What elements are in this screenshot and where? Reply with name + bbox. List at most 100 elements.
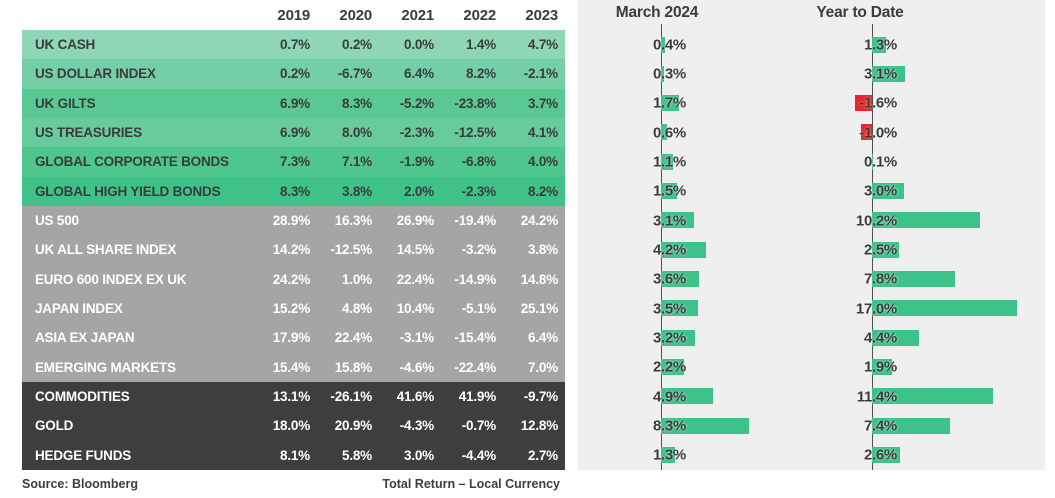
bar-value-label: 0.3% [652,65,686,83]
source-note: Source: Bloomberg [22,477,138,491]
asset-class-label: EMERGING MARKETS [35,359,176,375]
table-cell: 26.9% [396,213,434,229]
table-cell: -6.8% [461,154,496,170]
bar-positive [872,212,981,229]
chart-row: 1.7% -1.6% [578,89,1045,118]
table-cell: 15.2% [272,301,310,317]
bar-value-label: 7.4% [863,417,897,435]
table-cell: -2.3% [399,125,434,141]
asset-class-label: UK CASH [35,37,96,53]
table-cell: -3.2% [461,242,496,258]
bar-negative [861,124,872,141]
table-cell: 0.0% [404,37,434,53]
bar-positive [661,183,677,200]
bar-value-label: 2.2% [652,358,686,376]
year-header-2021: 2021 [401,6,434,24]
table-cell: 6.9% [280,125,310,141]
table-row: GOLD 18.0% 20.9% -4.3% -0.7% 12.8% [22,411,565,441]
table-rows: UK CASH 0.7% 0.2% 0.0% 1.4% 4.7% US DOLLAR IND… [22,30,565,470]
bar-positive [872,183,904,200]
table-row: EMERGING MARKETS 15.4% 15.8% -4.6% -22.4% 7.0… [22,352,565,382]
table-cell: 41.9% [458,389,496,405]
table-cell: 3.8% [528,242,558,258]
bar-value-label: 1.1% [652,153,686,171]
bar-positive [872,153,874,170]
table-cell: 3.8% [342,183,372,199]
table-row: EURO 600 INDEX EX UK 24.2% 1.0% 22.4% -14.9%… [22,264,565,294]
bar-value-label: 3.6% [652,270,686,288]
table-cell: 28.9% [272,213,310,229]
asset-class-label: JAPAN INDEX [35,301,123,317]
bar-value-label: 4.9% [652,388,686,406]
table-cell: -4.4% [461,447,496,463]
bar-positive [661,329,695,346]
table-cell: 2.0% [404,183,434,199]
table-cell: 7.3% [280,154,310,170]
bar-value-label: 11.4% [856,388,898,406]
bar-chart-panel: March 2024 Year to Date 0.4% 1.3% 0.3% 3.1%… [578,0,1045,470]
table-cell: 17.9% [272,330,310,346]
table-cell: 2.7% [528,447,558,463]
table-cell: 24.2% [272,271,310,287]
asset-class-label: ASIA EX JAPAN [35,330,135,346]
table-cell: 16.3% [334,213,372,229]
chart-row: 3.1% 10.2% [578,206,1045,235]
bar-negative [855,95,872,112]
bar-value-label: 2.6% [863,446,897,464]
table-row: COMMODITIES 13.1% -26.1% 41.6% 41.9% -9.7% [22,381,565,412]
year-header-2020: 2020 [339,6,372,24]
bar-positive [661,447,675,464]
asset-class-label: GLOBAL CORPORATE BONDS [35,154,229,170]
table-cell: 6.4% [528,330,558,346]
bar-value-label: -1.0% [859,124,897,142]
returns-table: 2019 2020 2021 2022 2023 UK CASH 0.7% 0.2%… [22,0,565,470]
bar-positive [872,329,919,346]
year-header-2023: 2023 [525,6,558,24]
bar-positive [661,241,706,258]
table-cell: -6.7% [337,66,372,82]
table-cell: 20.9% [334,418,372,434]
table-cell: 1.4% [466,37,496,53]
asset-class-label: COMMODITIES [35,389,130,405]
table-cell: -2.3% [461,183,496,199]
table-row: HEDGE FUNDS 8.1% 5.8% 3.0% -4.4% 2.7% [22,440,565,470]
table-cell: -15.4% [454,330,496,346]
bar-positive [661,300,699,317]
table-cell: 14.8% [520,271,558,287]
table-cell: 14.2% [272,242,310,258]
table-cell: -4.3% [399,418,434,434]
bar-value-label: 1.3% [863,36,897,54]
bar-value-label: 3.1% [863,65,897,83]
chart-row: 1.5% 3.0% [578,177,1045,206]
chart-row: 0.3% 3.1% [578,59,1045,88]
table-cell: -22.4% [454,359,496,375]
bar-value-label: 3.0% [863,182,897,200]
bar-value-label: 4.2% [652,241,686,259]
table-cell: -5.2% [399,95,434,111]
table-cell: 7.1% [342,154,372,170]
bar-positive [661,212,694,229]
table-cell: 3.7% [528,95,558,111]
table-cell: 4.1% [528,125,558,141]
bar-value-label: -1.6% [859,94,897,112]
table-cell: 6.4% [404,66,434,82]
table-cell: 10.4% [396,301,434,317]
bar-positive [872,36,886,53]
bar-positive [661,359,685,376]
bar-value-label: 1.9% [863,358,897,376]
bar-positive [661,124,668,141]
bar-positive [872,241,899,258]
bar-positive [872,65,905,82]
bar-positive [661,65,665,82]
year-header-2019: 2019 [277,6,310,24]
bar-value-label: 4.4% [863,329,897,347]
table-header-row: 2019 2020 2021 2022 2023 [22,0,565,30]
chart-row: 1.3% 2.6% [578,441,1045,470]
table-cell: 8.3% [342,95,372,111]
bar-value-label: 1.5% [652,182,686,200]
table-cell: 15.8% [334,359,372,375]
table-cell: -23.8% [454,95,496,111]
table-cell: 24.2% [520,213,558,229]
table-cell: 4.8% [342,301,372,317]
